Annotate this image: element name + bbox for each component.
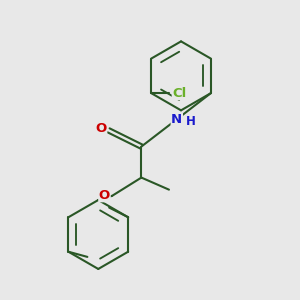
Text: O: O [99, 189, 110, 202]
Text: Cl: Cl [172, 87, 187, 100]
Text: O: O [95, 122, 107, 135]
Text: N: N [171, 113, 182, 126]
Text: H: H [186, 115, 196, 128]
